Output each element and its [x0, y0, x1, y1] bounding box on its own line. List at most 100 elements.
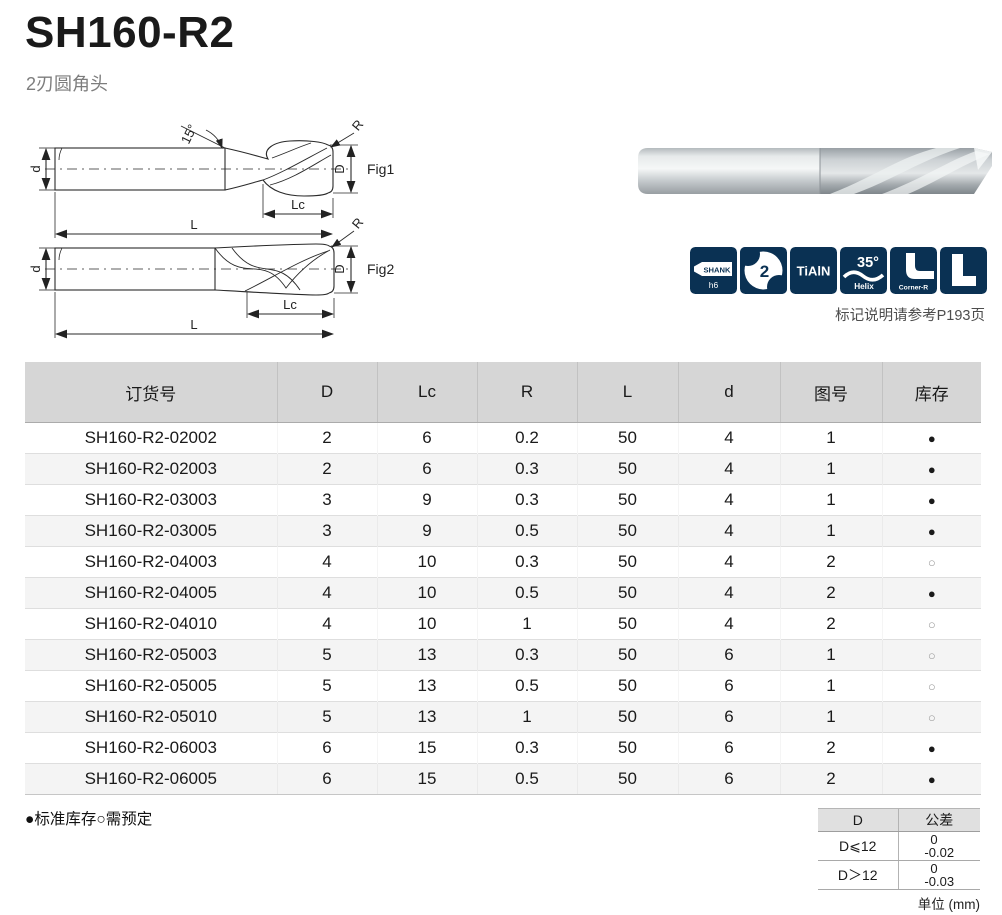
table-row: SH160-R2-06003 6 15 0.3 50 6 2 ● [25, 732, 981, 764]
stock-cell: ● [882, 515, 981, 547]
order-code-cell: SH160-R2-04010 [25, 608, 278, 640]
svg-text:TiAlN: TiAlN [797, 264, 831, 279]
dim-label-overall-len: L [190, 217, 197, 232]
stock-cell: ○ [882, 639, 981, 671]
col-header-order-code: 订货号 [25, 362, 278, 423]
value-cell: 4 [277, 608, 378, 640]
table-row: SH160-R2-05010 5 13 1 50 6 1 ○ [25, 701, 981, 733]
value-cell: 3 [277, 484, 378, 516]
order-code-cell: SH160-R2-05005 [25, 670, 278, 702]
col-header-R: R [477, 362, 578, 423]
stock-cell: ○ [882, 608, 981, 640]
order-code-cell: SH160-R2-03003 [25, 484, 278, 516]
helix-badge: 35° Helix [840, 247, 887, 294]
table-row: SH160-R2-04003 4 10 0.3 50 4 2 ○ [25, 546, 981, 578]
stock-cell: ○ [882, 701, 981, 733]
value-cell: 4 [277, 577, 378, 609]
stock-cell: ● [882, 732, 981, 764]
value-cell: 1 [780, 453, 883, 485]
value-cell: 0.3 [477, 546, 578, 578]
value-cell: 50 [577, 763, 679, 795]
value-cell: 50 [577, 484, 679, 516]
value-cell: 0.3 [477, 639, 578, 671]
value-cell: 1 [477, 701, 578, 733]
table-row: SH160-R2-02002 2 6 0.2 50 4 1 ● [25, 422, 981, 454]
type-l-badge [940, 247, 987, 294]
helix-wave-icon [842, 270, 885, 282]
value-cell: 1 [780, 484, 883, 516]
value-cell: 4 [678, 515, 781, 547]
spec-table: 订货号 D Lc R L d 图号 库存 SH160-R2-02002 2 6 0.2… [25, 362, 981, 795]
feature-badges: SHANK h6 2 TiAlN 35° Heli [690, 247, 987, 294]
value-cell: 6 [377, 453, 478, 485]
order-code-cell: SH160-R2-02003 [25, 453, 278, 485]
value-cell: 2 [780, 732, 883, 764]
page-subtitle: 2刃圆角头 [26, 74, 109, 94]
tolerance-row: D⩽12 0 -0.02 [818, 831, 980, 861]
page-title: SH160-R2 [25, 8, 235, 57]
value-cell: 50 [577, 515, 679, 547]
dim-label-radius-2: R [349, 215, 367, 232]
tolerance-block: D 公差 D⩽12 0 -0.02 D＞12 0 -0.03 [818, 808, 980, 913]
value-cell: 50 [577, 639, 679, 671]
value-cell: 50 [577, 608, 679, 640]
tol-value: 0 -0.03 [897, 860, 980, 890]
dim-label-overall-len-2: L [190, 317, 197, 332]
stock-legend: ●标准库存○需预定 [25, 811, 153, 828]
value-cell: 1 [780, 515, 883, 547]
shank-icon [694, 262, 732, 276]
value-cell: 2 [780, 608, 883, 640]
coating-badge: TiAlN [790, 247, 837, 294]
tol-header-tolerance: 公差 [897, 808, 980, 832]
stock-cell: ○ [882, 546, 981, 578]
unit-label: 单位 (mm) [917, 897, 980, 912]
table-row: SH160-R2-02003 2 6 0.3 50 4 1 ● [25, 453, 981, 485]
flute-count-badge: 2 [740, 247, 787, 294]
shank-h6-badge: SHANK h6 [690, 247, 737, 294]
table-row: SH160-R2-03005 3 9 0.5 50 4 1 ● [25, 515, 981, 547]
value-cell: 0.5 [477, 515, 578, 547]
value-cell: 4 [678, 546, 781, 578]
fig2-label: Fig2 [367, 261, 394, 277]
value-cell: 9 [377, 515, 478, 547]
svg-text:SHANK: SHANK [703, 265, 731, 274]
value-cell: 13 [377, 639, 478, 671]
order-code-cell: SH160-R2-03005 [25, 515, 278, 547]
dim-label-cut-dia: D [332, 164, 347, 173]
svg-text:Corner-R: Corner-R [899, 285, 929, 292]
value-cell: 10 [377, 577, 478, 609]
technical-drawing: 15° R d D Lc L Fig1 R d D Lc L Fig2 [28, 118, 394, 339]
value-cell: 10 [377, 546, 478, 578]
L-icon [952, 254, 976, 286]
value-cell: 50 [577, 670, 679, 702]
value-cell: 5 [277, 701, 378, 733]
value-cell: 5 [277, 639, 378, 671]
value-cell: 0.3 [477, 453, 578, 485]
order-code-cell: SH160-R2-05010 [25, 701, 278, 733]
tolerance-table: D 公差 D⩽12 0 -0.02 D＞12 0 -0.03 [818, 808, 980, 890]
value-cell: 2 [780, 763, 883, 795]
stock-cell: ● [882, 484, 981, 516]
value-cell: 2 [780, 577, 883, 609]
value-cell: 3 [277, 515, 378, 547]
col-header-d: d [678, 362, 781, 423]
tol-range: D⩽12 [818, 831, 898, 861]
value-cell: 1 [780, 670, 883, 702]
table-row: SH160-R2-03003 3 9 0.3 50 4 1 ● [25, 484, 981, 516]
spec-table-body: SH160-R2-02002 2 6 0.2 50 4 1 ● SH160-R2-02003 2 6… [25, 422, 981, 795]
dim-label-flute-len-2: Lc [283, 297, 297, 312]
value-cell: 0.5 [477, 670, 578, 702]
value-cell: 4 [678, 453, 781, 485]
fig1-label: Fig1 [367, 161, 394, 177]
value-cell: 1 [780, 639, 883, 671]
order-code-cell: SH160-R2-04003 [25, 546, 278, 578]
value-cell: 6 [277, 732, 378, 764]
svg-text:2: 2 [760, 262, 769, 281]
value-cell: 0.3 [477, 732, 578, 764]
table-row: SH160-R2-06005 6 15 0.5 50 6 2 ● [25, 763, 981, 795]
value-cell: 5 [277, 670, 378, 702]
dim-label-radius: R [349, 118, 367, 134]
value-cell: 15 [377, 732, 478, 764]
svg-text:35°: 35° [857, 255, 879, 271]
